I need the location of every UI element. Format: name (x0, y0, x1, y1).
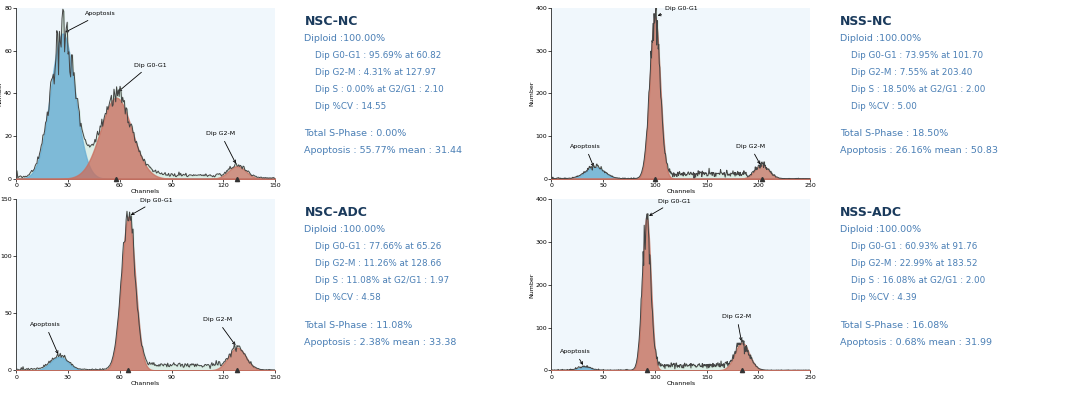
Text: NSS-ADC: NSS-ADC (839, 206, 902, 219)
Text: Dip S : 11.08% at G2/G1 : 1.97: Dip S : 11.08% at G2/G1 : 1.97 (304, 276, 449, 285)
X-axis label: Channels: Channels (131, 381, 160, 386)
Text: Dip G2-M : 11.26% at 128.66: Dip G2-M : 11.26% at 128.66 (304, 259, 442, 268)
Text: Diploid :100.00%: Diploid :100.00% (839, 33, 921, 43)
Text: Dip S : 0.00% at G2/G1 : 2.10: Dip S : 0.00% at G2/G1 : 2.10 (304, 85, 444, 94)
Text: Dip G0-G1 : 73.95% at 101.70: Dip G0-G1 : 73.95% at 101.70 (839, 50, 983, 59)
Text: NSS-NC: NSS-NC (839, 15, 892, 28)
Text: Diploid :100.00%: Diploid :100.00% (304, 33, 386, 43)
Text: Dip %CV : 4.58: Dip %CV : 4.58 (304, 294, 382, 303)
Text: Total S-Phase : 16.08%: Total S-Phase : 16.08% (839, 321, 948, 330)
Text: Apoptosis: Apoptosis (570, 144, 600, 166)
Text: Dip G2-M: Dip G2-M (206, 131, 236, 163)
Text: Apoptosis : 0.68% mean : 31.99: Apoptosis : 0.68% mean : 31.99 (839, 338, 992, 347)
Text: Dip S : 18.50% at G2/G1 : 2.00: Dip S : 18.50% at G2/G1 : 2.00 (839, 85, 985, 94)
Y-axis label: Number: Number (528, 81, 534, 106)
Text: Dip %CV : 4.39: Dip %CV : 4.39 (839, 294, 917, 303)
Text: Total S-Phase : 0.00%: Total S-Phase : 0.00% (304, 129, 406, 138)
Text: Apoptosis: Apoptosis (560, 349, 591, 364)
X-axis label: Channels: Channels (131, 190, 160, 194)
Text: Dip G0-G1 : 95.69% at 60.82: Dip G0-G1 : 95.69% at 60.82 (304, 50, 442, 59)
Text: Total S-Phase : 18.50%: Total S-Phase : 18.50% (839, 129, 948, 138)
Text: Dip G0-G1: Dip G0-G1 (119, 63, 166, 91)
Text: NSC-ADC: NSC-ADC (304, 206, 368, 219)
Text: Dip G0-G1: Dip G0-G1 (132, 198, 173, 215)
Y-axis label: Number: Number (528, 272, 534, 297)
Text: Apoptosis : 2.38% mean : 33.38: Apoptosis : 2.38% mean : 33.38 (304, 338, 457, 347)
Text: Dip G2-M : 7.55% at 203.40: Dip G2-M : 7.55% at 203.40 (839, 68, 972, 77)
Text: Dip G0-G1 : 60.93% at 91.76: Dip G0-G1 : 60.93% at 91.76 (839, 242, 977, 251)
Text: Apoptosis: Apoptosis (30, 322, 61, 353)
Text: Dip G2-M : 4.31% at 127.97: Dip G2-M : 4.31% at 127.97 (304, 68, 436, 77)
Text: NSC-NC: NSC-NC (304, 15, 358, 28)
Text: Dip G0-G1 : 77.66% at 65.26: Dip G0-G1 : 77.66% at 65.26 (304, 242, 442, 251)
Y-axis label: Number: Number (0, 81, 2, 106)
Text: Dip %CV : 5.00: Dip %CV : 5.00 (839, 102, 917, 111)
Text: Dip S : 16.08% at G2/G1 : 2.00: Dip S : 16.08% at G2/G1 : 2.00 (839, 276, 985, 285)
Text: Apoptosis : 55.77% mean : 31.44: Apoptosis : 55.77% mean : 31.44 (304, 147, 462, 155)
Text: Dip G2-M: Dip G2-M (203, 318, 235, 345)
X-axis label: Channels: Channels (666, 190, 696, 194)
Text: Diploid :100.00%: Diploid :100.00% (304, 225, 386, 234)
Text: Apoptosis : 26.16% mean : 50.83: Apoptosis : 26.16% mean : 50.83 (839, 147, 998, 155)
Text: Diploid :100.00%: Diploid :100.00% (839, 225, 921, 234)
X-axis label: Channels: Channels (666, 381, 696, 386)
Text: Dip G0-G1: Dip G0-G1 (650, 199, 690, 216)
Text: Dip G2-M: Dip G2-M (723, 314, 751, 340)
Text: Apoptosis: Apoptosis (66, 11, 116, 32)
Text: Dip G2-M : 22.99% at 183.52: Dip G2-M : 22.99% at 183.52 (839, 259, 977, 268)
Text: Dip G2-M: Dip G2-M (735, 144, 764, 164)
Text: Dip %CV : 14.55: Dip %CV : 14.55 (304, 102, 387, 111)
Text: Dip G0-G1: Dip G0-G1 (658, 6, 698, 16)
Text: Total S-Phase : 11.08%: Total S-Phase : 11.08% (304, 321, 413, 330)
